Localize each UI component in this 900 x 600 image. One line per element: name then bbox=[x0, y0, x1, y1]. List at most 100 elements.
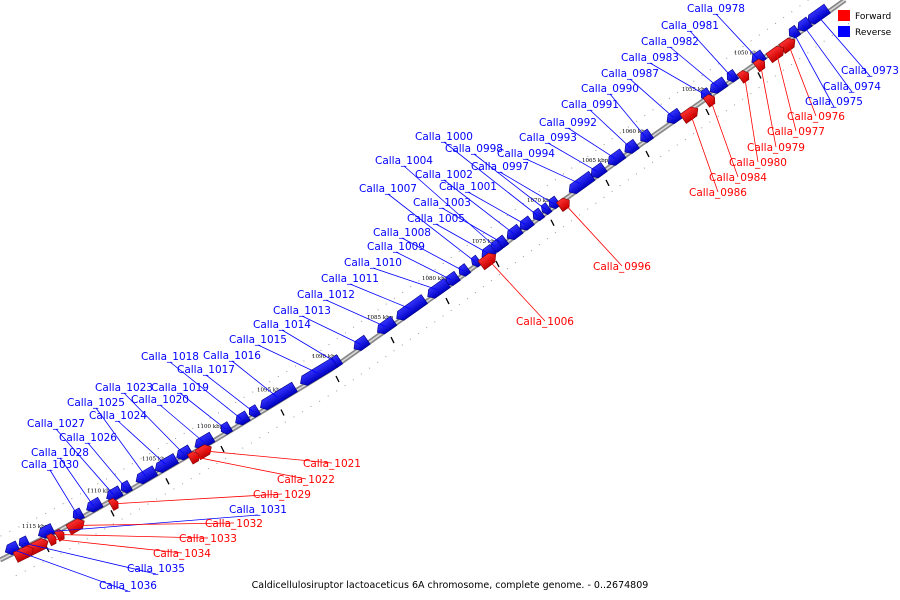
gene-label-Calla_0997[interactable]: Calla_0997 bbox=[471, 161, 529, 173]
gene-label-Calla_1024[interactable]: Calla_1024 bbox=[89, 410, 147, 422]
gene-Calla_1030[interactable] bbox=[70, 507, 85, 523]
gene-label-Calla_1009[interactable]: Calla_1009 bbox=[367, 241, 425, 253]
gene-label-Calla_1017[interactable]: Calla_1017 bbox=[177, 364, 235, 376]
gene-Calla_1002[interactable] bbox=[504, 223, 524, 242]
gene-label-Calla_0980[interactable]: Calla_0980 bbox=[729, 157, 787, 169]
gene-label-Calla_1033[interactable]: Calla_1033 bbox=[179, 533, 237, 545]
gene-label-Calla_0986[interactable]: Calla_0986 bbox=[689, 187, 747, 199]
gene-Calla_0975[interactable] bbox=[786, 24, 802, 40]
gene-label-Calla_0981[interactable]: Calla_0981 bbox=[661, 20, 719, 32]
gene-Calla_1016[interactable] bbox=[258, 381, 298, 412]
gene-Calla_0981[interactable] bbox=[724, 69, 740, 84]
gene-Calla_1028[interactable] bbox=[84, 496, 104, 514]
gene-label-Calla_0990[interactable]: Calla_0990 bbox=[581, 83, 639, 95]
gene-Calla_1010[interactable] bbox=[425, 277, 451, 301]
gene-label-Calla_0996[interactable]: Calla_0996 bbox=[593, 261, 651, 273]
gene-Calla_1017[interactable] bbox=[246, 404, 262, 420]
gene-label-Calla_1007[interactable]: Calla_1007 bbox=[359, 183, 417, 195]
gene-label-Calla_1018[interactable]: Calla_1018 bbox=[141, 351, 199, 363]
gene-Calla_1013[interactable] bbox=[351, 334, 371, 353]
gene-Calla_0977[interactable] bbox=[765, 43, 787, 64]
gene-label-Calla_1014[interactable]: Calla_1014 bbox=[253, 319, 311, 331]
gene-Calla_0980[interactable] bbox=[736, 68, 752, 84]
gene-label-Calla_0974[interactable]: Calla_0974 bbox=[823, 81, 881, 93]
gene-label-Calla_1034[interactable]: Calla_1034 bbox=[153, 548, 211, 560]
gene-label-Calla_1016[interactable]: Calla_1016 bbox=[203, 350, 261, 362]
gene-label-Calla_1001[interactable]: Calla_1001 bbox=[439, 181, 497, 193]
gene-label-Calla_1012[interactable]: Calla_1012 bbox=[297, 289, 355, 301]
gene-Calla_1029[interactable] bbox=[107, 497, 120, 511]
gene-label-Calla_1035[interactable]: Calla_1035 bbox=[127, 563, 185, 575]
gene-label-Calla_0982[interactable]: Calla_0982 bbox=[641, 36, 699, 48]
gene-label-Calla_1025[interactable]: Calla_1025 bbox=[67, 397, 125, 409]
gene-label-Calla_1031[interactable]: Calla_1031 bbox=[229, 504, 287, 516]
gene-Calla_0974[interactable] bbox=[795, 16, 813, 34]
gene-Calla_1007[interactable] bbox=[469, 254, 483, 269]
gene-label-Calla_0973[interactable]: Calla_0973 bbox=[841, 65, 899, 77]
gene-label-Calla_0991[interactable]: Calla_0991 bbox=[561, 99, 619, 111]
gene-Calla_1026[interactable] bbox=[118, 480, 133, 495]
gene-Calla_1006[interactable] bbox=[477, 250, 499, 271]
gene-label-Calla_1036[interactable]: Calla_1036 bbox=[99, 580, 157, 592]
gene-label-Calla_1015[interactable]: Calla_1015 bbox=[229, 334, 287, 346]
gene-label-Calla_1026[interactable]: Calla_1026 bbox=[59, 432, 117, 444]
gene-label-Calla_1013[interactable]: Calla_1013 bbox=[273, 305, 331, 317]
gene-Calla_1008[interactable] bbox=[456, 263, 472, 279]
gene-label-Calla_1023[interactable]: Calla_1023 bbox=[95, 382, 153, 394]
gene-label-Calla_0994[interactable]: Calla_0994 bbox=[497, 148, 555, 160]
gene-Calla_0997[interactable] bbox=[546, 195, 562, 211]
gene-Calla_0987[interactable] bbox=[664, 107, 684, 126]
gene-label-Calla_1011[interactable]: Calla_1011 bbox=[321, 273, 379, 285]
gene-label-Calla_1019[interactable]: Calla_1019 bbox=[151, 382, 209, 394]
gene-Calla_1020[interactable] bbox=[192, 431, 216, 452]
gene-Calla_0992[interactable] bbox=[605, 148, 627, 168]
gene-label-Calla_0998[interactable]: Calla_0998 bbox=[445, 143, 503, 155]
gene-Calla_1024[interactable] bbox=[152, 453, 180, 476]
gene-label-Calla_1002[interactable]: Calla_1002 bbox=[415, 169, 473, 181]
gene-Calla_0998[interactable] bbox=[539, 202, 553, 217]
gene-Calla_1018[interactable] bbox=[233, 410, 251, 428]
gene-Calla_0986[interactable] bbox=[679, 104, 701, 124]
gene-label-Calla_0984[interactable]: Calla_0984 bbox=[709, 172, 767, 184]
gene-label-Calla_0976[interactable]: Calla_0976 bbox=[787, 111, 845, 123]
gene-label-Calla_1008[interactable]: Calla_1008 bbox=[373, 227, 431, 239]
gene-label-Calla_1005[interactable]: Calla_1005 bbox=[407, 213, 465, 225]
gene-label-Calla_0992[interactable]: Calla_0992 bbox=[539, 117, 597, 129]
gene-label-Calla_1006[interactable]: Calla_1006 bbox=[516, 316, 574, 328]
gene-label-Calla_1000[interactable]: Calla_1000 bbox=[415, 131, 473, 143]
gene-Calla_1001[interactable] bbox=[517, 215, 535, 233]
gene-label-Calla_1004[interactable]: Calla_1004 bbox=[375, 155, 433, 167]
gene-label-Calla_0975[interactable]: Calla_0975 bbox=[805, 96, 863, 108]
gene-Calla_0979[interactable] bbox=[752, 57, 768, 73]
gene-label-Calla_0983[interactable]: Calla_0983 bbox=[621, 52, 679, 64]
gene-Calla_1011[interactable] bbox=[393, 294, 428, 324]
gene-label-Calla_0987[interactable]: Calla_0987 bbox=[601, 68, 659, 80]
gene-block-10[interactable] bbox=[12, 544, 36, 563]
gene-label-Calla_1020[interactable]: Calla_1020 bbox=[131, 394, 189, 406]
gene-Calla_1025[interactable] bbox=[133, 465, 159, 487]
gene-label-Calla_1028[interactable]: Calla_1028 bbox=[31, 447, 89, 459]
gene-label-Calla_1032[interactable]: Calla_1032 bbox=[205, 518, 263, 530]
gene-label-Calla_1030[interactable]: Calla_1030 bbox=[21, 459, 79, 471]
gene-Calla_1027[interactable] bbox=[104, 485, 124, 503]
gene-Calla_1015[interactable] bbox=[298, 357, 338, 388]
gene-label-Calla_1029[interactable]: Calla_1029 bbox=[253, 489, 311, 501]
gene-label-Calla_0979[interactable]: Calla_0979 bbox=[747, 142, 805, 154]
gene-label-Calla_0977[interactable]: Calla_0977 bbox=[767, 126, 825, 138]
gene-label-Calla_1021[interactable]: Calla_1021 bbox=[303, 458, 361, 470]
gene-Calla_0991[interactable] bbox=[622, 138, 640, 156]
gene-Calla_0996[interactable] bbox=[555, 196, 572, 212]
gene-Calla_1000[interactable] bbox=[530, 207, 546, 223]
gene-Calla_0990[interactable] bbox=[637, 128, 654, 145]
gene-Calla_1032[interactable] bbox=[65, 516, 87, 536]
gene-label-Calla_1027[interactable]: Calla_1027 bbox=[27, 418, 85, 430]
gene-label-Calla_1003[interactable]: Calla_1003 bbox=[413, 197, 471, 209]
gene-label-Calla_0978[interactable]: Calla_0978 bbox=[687, 3, 745, 15]
gene-label-Calla_1022[interactable]: Calla_1022 bbox=[277, 474, 335, 486]
gene-Calla_1019[interactable] bbox=[218, 421, 234, 437]
gene-Calla_1034[interactable] bbox=[46, 532, 58, 547]
gene-Calla_1012[interactable] bbox=[374, 315, 398, 337]
gene-label-Calla_1010[interactable]: Calla_1010 bbox=[344, 257, 402, 269]
gene-Calla_0994[interactable] bbox=[566, 170, 596, 196]
gene-Calla_0982[interactable] bbox=[707, 76, 729, 96]
